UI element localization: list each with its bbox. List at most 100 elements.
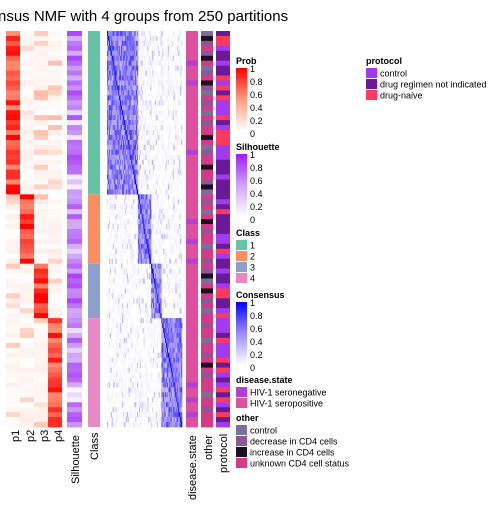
consensus-cell [132, 105, 134, 111]
consensus-cell [131, 273, 133, 279]
consensus-cell [170, 90, 172, 96]
consensus-cell [130, 50, 132, 57]
consensus-cell [160, 134, 162, 141]
prob-cell [48, 243, 62, 250]
consensus-cell [134, 253, 136, 259]
consensus-cell [159, 70, 161, 76]
consensus-cell [107, 105, 109, 111]
consensus-cell [176, 278, 178, 284]
consensus-cell [132, 382, 134, 388]
consensus-cell [137, 387, 140, 393]
consensus-cell [107, 100, 109, 106]
consensus-cell [176, 347, 178, 354]
prob-cell [48, 65, 62, 71]
consensus-cell [115, 100, 117, 106]
consensus-cell [107, 159, 109, 165]
consensus-cell [123, 45, 126, 52]
consensus-cell [118, 90, 120, 96]
consensus-cell [134, 90, 136, 96]
prob-cell [34, 164, 48, 170]
consensus-cell [177, 303, 179, 309]
consensus-cell [152, 352, 155, 358]
consensus-cell [162, 318, 164, 324]
consensus-cell [168, 323, 171, 329]
protocol-cell [216, 298, 230, 304]
consensus-cell [131, 75, 133, 81]
other-cell [201, 120, 213, 126]
consensus-cell [134, 407, 136, 413]
consensus-cell [138, 412, 141, 418]
consensus-cell [128, 233, 130, 240]
consensus-cell [129, 347, 131, 354]
consensus-cell [115, 258, 117, 264]
consensus-cell [174, 387, 176, 393]
consensus-cell [175, 303, 177, 309]
prob-cell [6, 283, 20, 289]
consensus-cell [129, 258, 131, 264]
other-cell [201, 60, 213, 67]
consensus-cell [118, 179, 120, 185]
consensus-cell [153, 283, 156, 289]
consensus-cell [157, 377, 159, 383]
consensus-cell [126, 55, 128, 61]
consensus-cell [153, 174, 156, 180]
consensus-cell [179, 318, 181, 324]
consensus-cell [179, 298, 181, 304]
consensus-cell [112, 110, 114, 116]
consensus-cell [114, 189, 116, 195]
consensus-cell [107, 352, 109, 358]
consensus-cell [150, 224, 152, 230]
consensus-cell [109, 120, 112, 126]
consensus-cell [170, 328, 172, 334]
consensus-cell [166, 372, 168, 378]
consensus-cell [137, 238, 140, 245]
consensus-cell [117, 139, 119, 146]
consensus-cell [112, 184, 114, 190]
consensus-cell [122, 149, 125, 156]
consensus-cell [125, 31, 127, 37]
consensus-cell [131, 144, 133, 151]
consensus-cell [158, 313, 160, 319]
consensus-cell [150, 377, 152, 383]
consensus-cell [150, 204, 152, 210]
consensus-cell [122, 174, 124, 180]
consensus-cell [131, 323, 133, 329]
consensus-cell [107, 392, 109, 398]
consensus-cell [159, 288, 161, 294]
disease-state-cell [186, 31, 198, 37]
consensus-cell [170, 40, 172, 47]
consensus-cell [149, 149, 151, 156]
consensus-cell [117, 90, 119, 96]
consensus-cell [125, 204, 127, 210]
consensus-cell [107, 75, 109, 81]
consensus-cell [134, 144, 136, 151]
consensus-cell [114, 164, 116, 170]
consensus-cell [123, 238, 126, 245]
consensus-cell [172, 199, 174, 205]
consensus-cell [110, 110, 112, 116]
consensus-cell [112, 308, 114, 314]
consensus-cell [151, 60, 153, 66]
consensus-cell [179, 283, 181, 289]
consensus-cell [111, 288, 113, 294]
consensus-cell [130, 273, 132, 279]
consensus-cell [130, 130, 132, 136]
prob-cell [20, 392, 34, 398]
consensus-cell [173, 402, 175, 408]
other-cell [201, 55, 213, 62]
consensus-cell [124, 134, 127, 141]
consensus-cell [173, 209, 175, 215]
consensus-cell [137, 372, 140, 378]
consensus-cell [143, 224, 145, 230]
consensus-cell [136, 105, 138, 111]
consensus-cell [130, 154, 132, 160]
consensus-cell [120, 347, 122, 354]
consensus-cell [178, 139, 180, 146]
consensus-cell [175, 179, 177, 185]
consensus-cell [115, 407, 117, 413]
consensus-cell [175, 85, 177, 91]
disease-state-cell [186, 328, 198, 334]
consensus-cell [169, 184, 172, 190]
consensus-cell [165, 407, 167, 413]
consensus-cell [163, 377, 165, 383]
